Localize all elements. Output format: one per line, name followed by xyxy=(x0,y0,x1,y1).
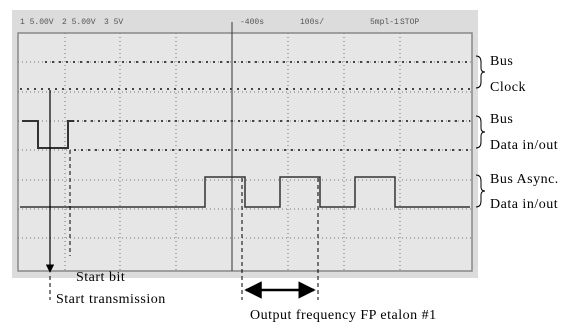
header-text: STOP xyxy=(400,18,419,27)
label: Bus xyxy=(490,112,513,127)
label: Start transmission xyxy=(56,292,166,307)
label: Data in/out xyxy=(490,138,558,153)
label: Data in/out xyxy=(490,197,558,212)
header-text: 5mpl-1 xyxy=(370,18,399,27)
label: Bus Async. xyxy=(490,172,559,187)
label: Output frequency FP etalon #1 xyxy=(250,308,437,323)
header-text: -400s xyxy=(240,18,264,27)
label: Start bit xyxy=(76,270,125,285)
figure: 1 5.00V 2 5.00V 3 5V -400s 100s/5mpl-1STOP B… xyxy=(0,0,579,324)
header-text: 3 5V xyxy=(104,18,123,27)
label: Clock xyxy=(490,80,526,95)
header-text: 2 5.00V xyxy=(62,18,96,27)
label: Bus xyxy=(490,54,513,69)
header-text: 100s/ xyxy=(300,18,324,27)
scope-grid-area xyxy=(18,33,472,271)
header-text: 1 5.00V xyxy=(20,18,54,27)
